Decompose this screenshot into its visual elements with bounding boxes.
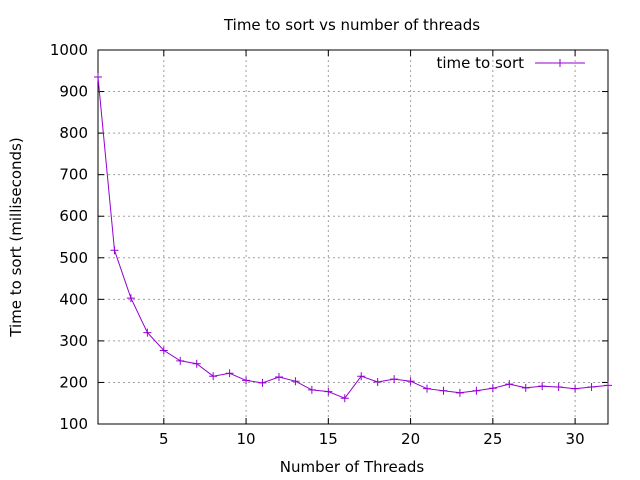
x-tick-label: 25: [483, 430, 502, 448]
x-axis-title: Number of Threads: [280, 458, 425, 476]
plot-frame: [97, 49, 609, 425]
data-point-marker: [538, 382, 547, 391]
data-point-marker: [274, 373, 283, 382]
data-point-marker: [94, 73, 102, 82]
data-point-marker: [587, 383, 596, 392]
x-tick-label: 15: [319, 430, 338, 448]
legend-label: time to sort: [436, 54, 524, 72]
y-tick-label: 700: [59, 166, 88, 184]
y-tick-label: 100: [59, 415, 88, 433]
legend: time to sort: [436, 54, 585, 72]
data-point-marker: [521, 383, 530, 392]
data-point-marker: [554, 383, 563, 392]
data-point-marker: [192, 359, 201, 368]
data-point-marker: [242, 376, 251, 385]
y-tick-label: 900: [59, 83, 88, 101]
y-tick-label: 1000: [50, 41, 88, 59]
y-tick-label: 400: [59, 290, 88, 308]
y-axis-title: Time to sort (milliseconds): [7, 137, 25, 337]
data-point-marker: [373, 378, 382, 387]
data-point-marker: [225, 369, 234, 378]
data-point-marker: [126, 294, 135, 303]
data-point-marker: [423, 384, 432, 393]
x-tick-label: 10: [237, 430, 256, 448]
y-tick-label: 200: [59, 373, 88, 391]
axis-ticks: 5 10 15 20 25 30 100 200 300 400 500 600 700 800 900 10…: [50, 41, 608, 448]
x-tick-label: 20: [401, 430, 420, 448]
data-point-marker: [439, 386, 448, 395]
data-point-marker: [604, 381, 612, 390]
series-layer: [94, 73, 612, 403]
data-point-marker: [406, 377, 415, 386]
data-point-marker: [176, 356, 185, 365]
data-point-marker: [258, 378, 267, 387]
data-point-marker: [307, 385, 316, 394]
y-tick-label: 300: [59, 332, 88, 350]
data-point-marker: [110, 246, 119, 255]
data-point-marker: [455, 388, 464, 397]
series-line: [97, 76, 609, 399]
y-tick-label: 800: [59, 124, 88, 142]
data-point-marker: [472, 386, 481, 395]
grid-lines: [98, 50, 608, 424]
data-point-marker: [488, 384, 497, 393]
x-tick-label: 30: [566, 430, 585, 448]
data-point-marker: [324, 387, 333, 396]
data-point-marker: [390, 375, 399, 384]
data-point-marker: [143, 328, 152, 337]
chart-title: Time to sort vs number of threads: [223, 16, 480, 34]
y-tick-label: 600: [59, 207, 88, 225]
data-point-marker: [159, 346, 168, 355]
data-point-marker: [357, 372, 366, 381]
x-tick-label: 5: [159, 430, 169, 448]
data-point-marker: [340, 394, 349, 403]
data-point-marker: [209, 372, 218, 381]
data-point-marker: [505, 380, 514, 389]
y-tick-label: 500: [59, 249, 88, 267]
legend-marker: [556, 59, 564, 67]
data-point-marker: [291, 377, 300, 386]
data-point-marker: [571, 384, 580, 393]
